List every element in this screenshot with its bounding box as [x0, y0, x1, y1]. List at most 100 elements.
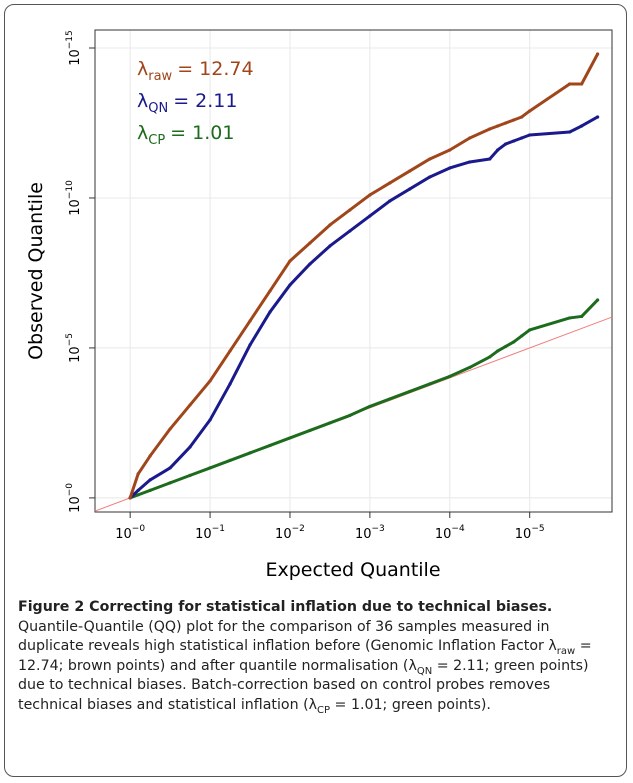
point — [408, 187, 412, 191]
point — [428, 382, 432, 386]
tick-label: 10−5 — [65, 333, 83, 363]
tick-label: 10−2 — [275, 524, 305, 542]
point — [208, 466, 212, 470]
tick-label: 10−10 — [65, 180, 83, 216]
point — [208, 379, 212, 383]
caption-subscript: QN — [416, 665, 433, 677]
point — [512, 118, 516, 122]
point — [504, 344, 508, 349]
point — [328, 244, 332, 248]
point — [208, 418, 212, 422]
y-axis-label: Observed Quantile — [25, 182, 47, 360]
point — [488, 127, 492, 131]
tick-label: 10−1 — [195, 524, 225, 542]
point — [468, 136, 472, 140]
point — [468, 160, 472, 164]
point — [328, 223, 332, 227]
point — [228, 458, 232, 463]
legend-entry: λCP = 1.01 — [137, 122, 234, 148]
point — [288, 436, 292, 440]
legend-subscript: raw — [148, 69, 172, 84]
point — [512, 340, 516, 344]
point — [136, 493, 140, 497]
caption-text: = 12.74; brown points) and after quantil… — [18, 638, 592, 674]
point — [496, 148, 500, 152]
point — [520, 334, 524, 338]
point — [568, 82, 572, 86]
point — [348, 208, 352, 212]
point — [496, 349, 500, 353]
point — [488, 157, 492, 161]
point — [308, 241, 312, 245]
legend-symbol: λ — [137, 122, 148, 144]
caption: Figure 2 Correcting for statistical infl… — [18, 598, 616, 715]
point — [520, 136, 524, 140]
plot-background — [95, 30, 612, 512]
caption-title: Figure 2 Correcting for statistical infl… — [18, 599, 553, 615]
point — [248, 343, 252, 347]
legend-symbol: λ — [137, 90, 148, 112]
point — [308, 262, 312, 266]
caption-text: = 2.11; green points) due to technical b… — [18, 657, 589, 713]
x-axis-label: Expected Quantile — [265, 559, 440, 581]
caption-text: = 1.01; green points). — [330, 696, 491, 713]
point — [388, 199, 392, 203]
point — [168, 481, 172, 485]
point — [136, 472, 140, 476]
point — [568, 130, 572, 134]
series-line — [129, 115, 599, 499]
series-line — [128, 53, 599, 499]
point — [128, 496, 132, 500]
point — [348, 413, 352, 418]
legend-entry: λraw = 12.74 — [137, 58, 254, 84]
series-line — [129, 298, 599, 500]
point — [136, 488, 140, 493]
point — [248, 451, 252, 455]
point — [368, 214, 372, 218]
tick-label: 10−0 — [115, 524, 145, 542]
point — [408, 169, 412, 173]
point — [308, 428, 312, 433]
point — [488, 355, 492, 359]
point — [448, 166, 452, 170]
point — [496, 124, 500, 128]
point — [580, 124, 584, 128]
tick-label: 10−5 — [515, 524, 545, 542]
point — [580, 82, 584, 86]
point — [504, 142, 508, 146]
point — [520, 115, 524, 119]
legend-label: = 12.74 — [177, 58, 253, 80]
point — [248, 319, 252, 323]
point — [148, 488, 152, 493]
point — [168, 427, 172, 431]
caption-subscript: raw — [556, 645, 576, 657]
plot-border — [94, 29, 613, 513]
point — [468, 365, 472, 370]
point — [188, 445, 192, 449]
point — [428, 175, 432, 179]
point — [148, 454, 152, 458]
caption-subscript: CP — [317, 704, 331, 716]
point — [596, 52, 600, 56]
point — [408, 389, 412, 394]
point — [268, 443, 272, 448]
tick-label: 10−3 — [355, 524, 385, 542]
point — [188, 473, 192, 478]
point — [504, 121, 508, 125]
point — [288, 259, 292, 263]
point — [228, 382, 232, 386]
point — [448, 374, 452, 379]
legend-label: = 2.11 — [173, 90, 237, 112]
point — [368, 404, 372, 409]
point — [328, 421, 332, 425]
point — [528, 328, 532, 332]
point — [580, 314, 584, 319]
point — [388, 397, 392, 401]
point — [512, 139, 516, 143]
legend-subscript: CP — [148, 133, 165, 148]
point — [596, 115, 600, 119]
legend-label: = 1.01 — [170, 122, 234, 144]
point — [448, 148, 452, 152]
chart: Observed Quantile Expected Quantile 10−0… — [25, 29, 613, 581]
